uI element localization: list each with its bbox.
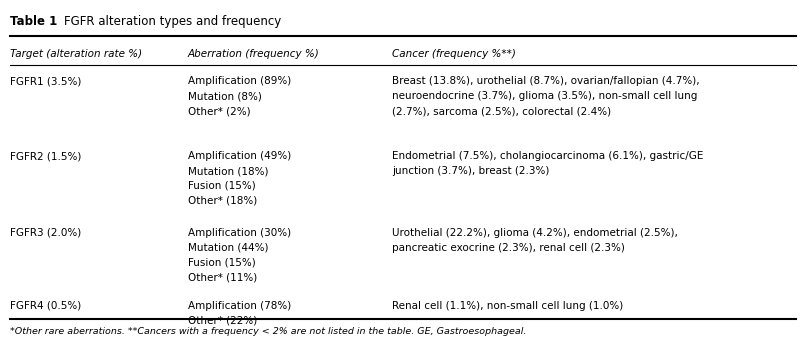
Text: Aberration (frequency %): Aberration (frequency %) — [188, 49, 320, 59]
Text: Urothelial (22.2%), glioma (4.2%), endometrial (2.5%),
pancreatic exocrine (2.3%: Urothelial (22.2%), glioma (4.2%), endom… — [392, 228, 678, 253]
Text: FGFR alteration types and frequency: FGFR alteration types and frequency — [64, 15, 282, 28]
Text: Amplification (30%)
Mutation (44%)
Fusion (15%)
Other* (11%): Amplification (30%) Mutation (44%) Fusio… — [188, 228, 291, 282]
Text: Endometrial (7.5%), cholangiocarcinoma (6.1%), gastric/GE
junction (3.7%), breas: Endometrial (7.5%), cholangiocarcinoma (… — [392, 151, 703, 176]
Text: FGFR3 (2.0%): FGFR3 (2.0%) — [10, 228, 81, 238]
Text: Target (alteration rate %): Target (alteration rate %) — [10, 49, 142, 59]
Text: FGFR1 (3.5%): FGFR1 (3.5%) — [10, 76, 81, 86]
Text: Breast (13.8%), urothelial (8.7%), ovarian/fallopian (4.7%),
neuroendocrine (3.7: Breast (13.8%), urothelial (8.7%), ovari… — [392, 76, 700, 116]
Text: FGFR2 (1.5%): FGFR2 (1.5%) — [10, 151, 81, 161]
Text: *Other rare aberrations. **Cancers with a frequency < 2% are not listed in the t: *Other rare aberrations. **Cancers with … — [10, 327, 526, 336]
Text: Amplification (78%)
Other* (22%): Amplification (78%) Other* (22%) — [188, 301, 291, 326]
Text: Cancer (frequency %**): Cancer (frequency %**) — [392, 49, 516, 59]
Text: Amplification (49%)
Mutation (18%)
Fusion (15%)
Other* (18%): Amplification (49%) Mutation (18%) Fusio… — [188, 151, 291, 206]
Text: FGFR4 (0.5%): FGFR4 (0.5%) — [10, 301, 81, 311]
Text: Amplification (89%)
Mutation (8%)
Other* (2%): Amplification (89%) Mutation (8%) Other*… — [188, 76, 291, 116]
Text: Renal cell (1.1%), non-small cell lung (1.0%): Renal cell (1.1%), non-small cell lung (… — [392, 301, 623, 311]
Text: Table 1: Table 1 — [10, 15, 57, 28]
